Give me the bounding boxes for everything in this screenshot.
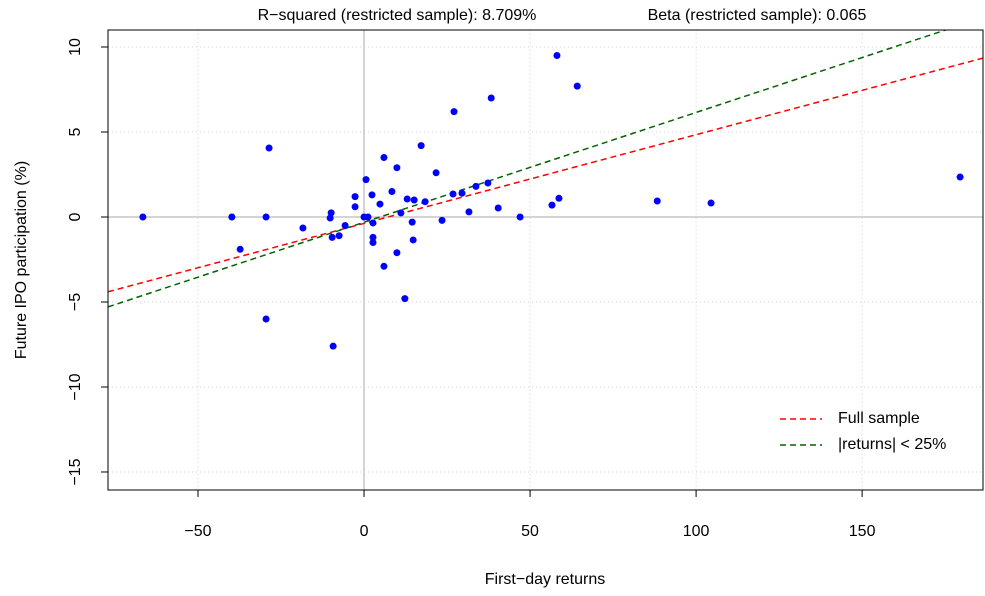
data-point xyxy=(417,142,425,150)
plot-area xyxy=(108,30,983,350)
grid xyxy=(108,30,983,490)
data-point xyxy=(401,295,409,303)
data-point xyxy=(449,190,457,198)
data-point xyxy=(228,213,236,221)
data-point xyxy=(707,199,715,207)
x-tick-label: −50 xyxy=(184,523,211,540)
data-point xyxy=(329,342,337,350)
data-point xyxy=(369,219,377,227)
data-point xyxy=(364,213,372,221)
data-point xyxy=(494,204,502,212)
data-point xyxy=(555,194,563,202)
y-tick-label: −15 xyxy=(67,458,84,485)
annotation: Beta (restricted sample): 0.065 xyxy=(648,7,867,24)
data-point xyxy=(409,236,417,244)
data-point xyxy=(369,233,377,241)
data-point xyxy=(397,209,405,217)
x-tick-label: 100 xyxy=(683,523,710,540)
data-point xyxy=(393,164,401,172)
data-point xyxy=(956,173,964,181)
data-point xyxy=(516,213,524,221)
data-point xyxy=(421,198,429,206)
y-axis-title: Future IPO participation (%) xyxy=(13,161,30,359)
data-point xyxy=(487,94,495,102)
data-point xyxy=(653,197,661,205)
x-tick-label: 150 xyxy=(849,523,876,540)
data-point xyxy=(335,232,343,240)
legend-label: |returns| < 25% xyxy=(838,436,946,453)
data-point xyxy=(328,233,336,241)
plot-frame xyxy=(107,29,984,491)
data-point xyxy=(380,262,388,270)
y-tick-label: 5 xyxy=(67,127,84,136)
data-point xyxy=(380,153,388,161)
data-point xyxy=(351,193,359,201)
data-point xyxy=(484,179,492,187)
x-tick-label: 50 xyxy=(521,523,539,540)
data-point xyxy=(262,315,270,323)
data-point xyxy=(341,221,349,229)
data-point xyxy=(548,201,556,209)
data-point xyxy=(458,189,466,197)
data-point xyxy=(393,249,401,257)
data-point xyxy=(388,187,396,195)
legend-label: Full sample xyxy=(838,410,920,427)
data-point xyxy=(139,213,147,221)
data-point xyxy=(262,213,270,221)
data-point xyxy=(351,203,359,211)
x-axis-title: First−day returns xyxy=(485,571,605,588)
data-point xyxy=(553,51,561,59)
data-point xyxy=(450,108,458,116)
data-point xyxy=(438,216,446,224)
data-point xyxy=(472,182,480,190)
regression-line xyxy=(108,57,983,293)
annotation: R−squared (restricted sample): 8.709% xyxy=(258,7,537,24)
data-point xyxy=(326,214,334,222)
data-point xyxy=(362,176,370,184)
y-tick-label: −10 xyxy=(67,373,84,400)
data-point xyxy=(368,191,376,199)
data-point xyxy=(573,82,581,90)
y-tick-label: 0 xyxy=(67,212,84,221)
data-point xyxy=(408,218,416,226)
x-tick-label: 0 xyxy=(360,523,369,540)
data-point xyxy=(236,245,244,253)
y-tick-label: 10 xyxy=(67,38,84,56)
data-point xyxy=(299,224,307,232)
legend: Full sample |returns| < 25% xyxy=(780,410,946,453)
data-point xyxy=(369,238,377,246)
data-point xyxy=(465,208,473,216)
regression-line xyxy=(108,30,948,308)
data-point xyxy=(376,200,384,208)
y-tick-label: −5 xyxy=(67,293,84,311)
data-point xyxy=(265,144,273,152)
data-point xyxy=(432,169,440,177)
data-point xyxy=(403,195,411,203)
data-point xyxy=(410,196,418,204)
